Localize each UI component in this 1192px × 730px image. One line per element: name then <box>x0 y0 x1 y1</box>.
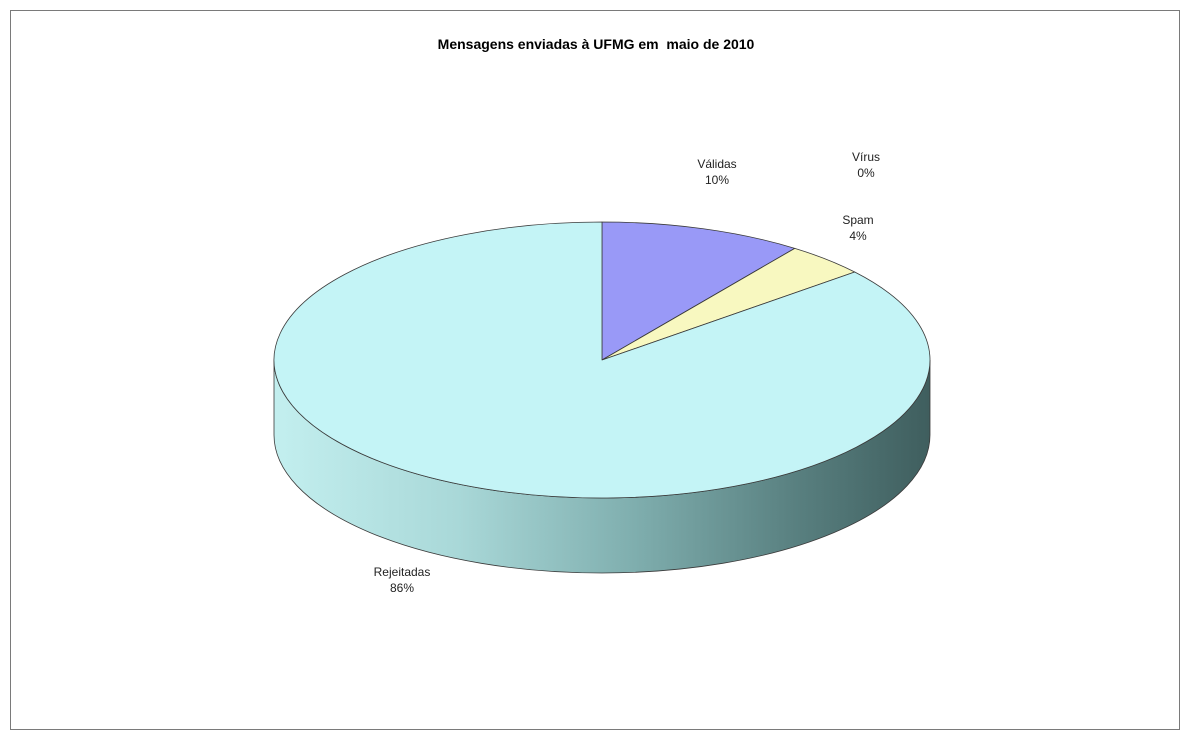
chart-title: Mensagens enviadas à UFMG em maio de 201… <box>437 36 755 52</box>
pie-labels: Válidas 10% Vírus 0% Spam 4% Rejeitadas 86% <box>374 150 880 595</box>
slice-percent-spam: 4% <box>849 229 867 243</box>
slice-percent-virus: 0% <box>857 166 875 180</box>
slice-label-validas: Válidas <box>697 157 736 171</box>
slice-rejeitadas <box>273 221 931 499</box>
slice-percent-validas: 10% <box>705 173 729 187</box>
slice-percent-rejeitadas: 86% <box>390 581 414 595</box>
slice-label-virus: Vírus <box>852 150 880 164</box>
slice-label-spam: Spam <box>842 213 873 227</box>
slice-label-rejeitadas: Rejeitadas <box>374 565 431 579</box>
pie-top <box>273 221 931 499</box>
slice-validas <box>601 221 796 361</box>
